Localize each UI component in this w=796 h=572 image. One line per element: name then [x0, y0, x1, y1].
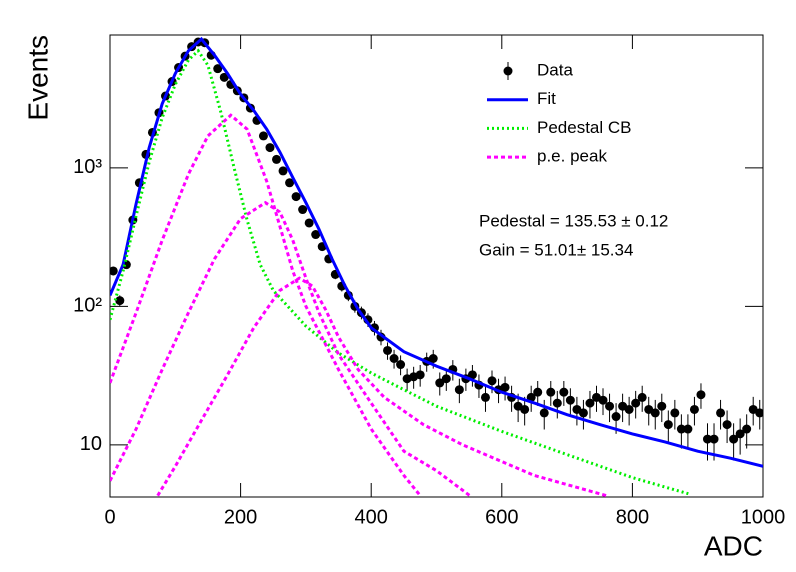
data-point — [624, 404, 634, 414]
legend-label: p.e. peak — [537, 147, 607, 166]
x-tick-label: 1000 — [741, 506, 786, 528]
annotation: Gain = 51.01± 15.34 — [479, 240, 633, 259]
data-point — [298, 205, 308, 215]
data-point — [722, 420, 732, 430]
data-point — [546, 387, 556, 397]
y-tick-label: 10² — [73, 295, 102, 317]
data-point — [605, 401, 615, 411]
data-point — [291, 192, 301, 202]
data-point — [742, 424, 752, 434]
data-point — [657, 401, 667, 411]
data-point — [487, 376, 497, 386]
data-point — [454, 385, 464, 395]
data-point — [467, 370, 477, 380]
data-point — [670, 408, 680, 418]
pe-peak-curve — [110, 113, 422, 497]
data-point — [559, 387, 569, 397]
data-point — [539, 408, 549, 418]
data-point — [389, 354, 399, 364]
data-point — [755, 408, 763, 418]
data-point — [526, 392, 536, 402]
data-point — [689, 404, 699, 414]
data-point — [716, 408, 726, 418]
legend-label: Fit — [537, 89, 556, 108]
data-point — [552, 398, 562, 408]
data-point — [631, 398, 641, 408]
plot-area — [110, 36, 763, 497]
x-tick-label: 200 — [224, 506, 257, 528]
data-point — [702, 434, 712, 444]
data-point — [383, 345, 393, 355]
x-tick-label: 400 — [355, 506, 388, 528]
data-point — [265, 143, 275, 153]
data-point — [729, 434, 739, 444]
data-point — [435, 378, 445, 388]
pe-peak-curve — [110, 200, 471, 497]
data-point — [115, 296, 125, 306]
x-tick-label: 0 — [104, 506, 115, 528]
fit-curve — [110, 36, 763, 468]
data-point — [683, 424, 693, 434]
data-point — [278, 166, 288, 176]
data-point — [110, 266, 118, 276]
data-point — [415, 370, 425, 380]
data-point — [428, 354, 438, 364]
data-point — [676, 424, 686, 434]
data-point — [696, 390, 706, 400]
data-point — [650, 408, 660, 418]
data-point — [213, 64, 223, 74]
data-point — [520, 404, 530, 414]
data-point — [585, 398, 595, 408]
data-point — [637, 392, 647, 402]
annotation: Pedestal = 135.53 ± 0.12 — [479, 211, 668, 230]
plot-frame — [109, 34, 764, 498]
x-axis-label: ADC — [704, 530, 763, 561]
legend-label: Data — [537, 60, 573, 79]
data-point — [565, 395, 575, 405]
data-point — [533, 387, 543, 397]
data-point — [598, 395, 608, 405]
x-tick-label: 600 — [485, 506, 518, 528]
legend-marker — [503, 66, 513, 76]
data-point — [396, 360, 406, 370]
data-point — [500, 382, 510, 392]
x-tick-label: 800 — [616, 506, 649, 528]
legend-label: Pedestal CB — [537, 118, 632, 137]
data-point — [304, 218, 314, 228]
y-tick-label: 10 — [80, 433, 102, 455]
data-point — [272, 154, 282, 164]
data-point — [611, 412, 621, 422]
pe-peak-curve — [156, 276, 607, 497]
data-point — [578, 408, 588, 418]
data-point — [219, 72, 229, 82]
data-point — [709, 434, 719, 444]
y-axis-label: Events — [22, 35, 53, 121]
data-point — [663, 420, 673, 430]
data-point — [258, 131, 268, 141]
data-point — [480, 392, 490, 402]
data-point — [285, 178, 295, 188]
data-point — [735, 429, 745, 439]
data-point — [311, 230, 321, 240]
data-point — [441, 374, 451, 384]
y-tick-label: 10³ — [73, 156, 102, 178]
